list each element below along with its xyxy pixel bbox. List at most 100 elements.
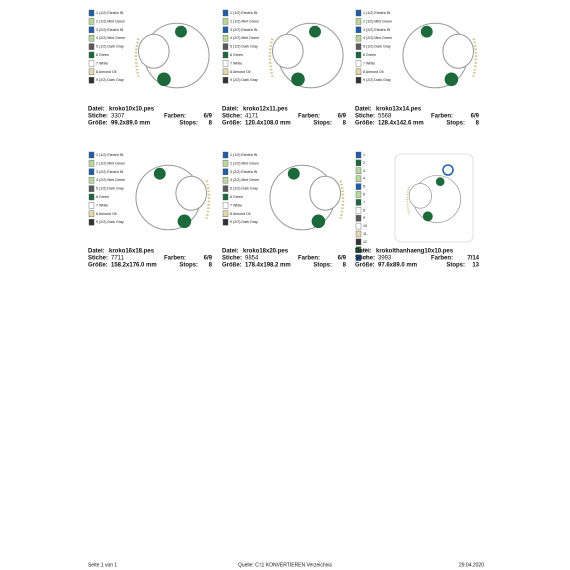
thread-swatch — [222, 26, 229, 33]
thread-swatch — [88, 151, 95, 159]
thread-label: 1 (1/2) Electric Bl — [96, 153, 124, 157]
croc-illustration — [406, 175, 462, 223]
thread-label: 1 (1/2) Electric Bl — [363, 11, 391, 15]
thread-label: 6 Green — [230, 195, 243, 199]
size-label: Größe: — [355, 121, 375, 127]
applique-outline — [394, 153, 474, 243]
thread-swatch — [355, 214, 362, 222]
thread-label: 4 (2/2) Mint Green — [230, 36, 259, 40]
thread-swatch — [88, 176, 95, 184]
thread-swatch — [222, 160, 229, 167]
eye — [157, 72, 171, 87]
stitches-label: Stiche: — [222, 256, 242, 262]
footer-date: 29.04.2020 — [459, 562, 484, 568]
size-value: 120.4x108.0 mm — [245, 121, 291, 127]
eye — [309, 25, 321, 38]
size-label: Größe: — [355, 263, 375, 269]
thread-label: 3 — [363, 169, 365, 173]
stops-value: 8 — [476, 121, 480, 127]
thread-swatch — [355, 230, 362, 238]
stitches-label: Stiche: — [355, 114, 375, 120]
eye — [177, 214, 192, 229]
stitches-label: Stiche: — [88, 114, 108, 120]
colors-label: Farben: — [298, 114, 320, 120]
scales — [406, 186, 411, 215]
head — [309, 175, 342, 211]
stops-value: 8 — [343, 121, 347, 127]
head — [408, 183, 432, 209]
thread-swatch — [355, 183, 362, 190]
eye — [435, 177, 445, 186]
stops-value: 8 — [209, 121, 213, 127]
thread-label: 7 White — [96, 203, 108, 207]
thread-swatch — [222, 151, 229, 159]
size-value: 178.4x198.2 mm — [245, 263, 291, 269]
thread-label: 11 — [363, 232, 367, 236]
thread-swatch — [88, 202, 95, 209]
thread-label: 4 (2/2) Mint Green — [363, 36, 392, 40]
thread-swatch — [355, 175, 362, 182]
file-name: kroko18x20.pes — [243, 249, 289, 255]
design-card: 1 (1/2) Electric Bl 2 (1/2) Mint Green 3 (… — [355, 9, 480, 127]
design-card: 1 (1/2) Electric Bl 2 (1/2) Mint Green 3 (… — [88, 151, 213, 269]
thread-label: 7 — [363, 200, 365, 204]
thread-swatch — [222, 218, 229, 226]
colors-value: 7/14 — [467, 256, 479, 262]
stops-label: Stops: — [179, 121, 198, 127]
thread-swatch — [88, 9, 95, 17]
thread-label: 8 Almond Oil — [363, 70, 384, 74]
thread-label: 2 (1/2) Mint Green — [96, 19, 125, 23]
thread-swatch — [355, 18, 362, 25]
thread-swatch — [222, 9, 229, 17]
thread-swatch — [88, 60, 95, 67]
stitches-label: Stiche: — [355, 256, 375, 262]
head — [137, 33, 170, 69]
thread-swatch — [355, 191, 362, 198]
size-label: Größe: — [88, 121, 108, 127]
thread-label: 3 (2/2) Electric Bl — [96, 170, 124, 174]
stops-label: Stops: — [446, 263, 465, 269]
size-value: 158.2x176.0 mm — [111, 263, 157, 269]
stitches-label: Stiche: — [88, 256, 108, 262]
thread-label: 5 — [363, 185, 365, 189]
footer-page: Seite 1 von 1 — [88, 562, 117, 568]
head — [442, 33, 475, 69]
thread-label: 4 — [363, 177, 365, 181]
thread-swatch — [88, 26, 95, 33]
footer-source: Quelle: C:\1 KONVERTIEREN Verzeichnis — [238, 562, 333, 568]
stops-label: Stops: — [313, 263, 332, 269]
thread-swatch — [88, 218, 95, 226]
thread-label: 2 — [363, 161, 365, 165]
thread-swatch — [355, 151, 362, 159]
thread-swatch — [88, 68, 95, 76]
eye — [311, 214, 326, 229]
thread-swatch — [88, 43, 95, 50]
thread-swatch — [355, 254, 362, 261]
croc-illustration — [134, 22, 210, 89]
size-value: 99.2x89.0 mm — [111, 121, 150, 127]
thread-swatch — [355, 199, 362, 206]
thread-label: 3 (2/2) Electric Bl — [230, 170, 258, 174]
thread-label: 9 (2/2) Dark Gray — [363, 78, 391, 82]
thread-swatch — [88, 18, 95, 25]
stops-value: 8 — [343, 263, 347, 269]
colors-label: Farben: — [164, 256, 186, 262]
thread-swatch — [355, 43, 362, 50]
thread-label: 6 Green — [96, 195, 109, 199]
thread-swatch — [88, 168, 95, 176]
stitches-value: 4171 — [245, 114, 259, 120]
thread-swatch — [355, 238, 362, 246]
croc-illustration — [402, 22, 478, 89]
thread-label: 7 White — [363, 61, 375, 65]
colors-label: Farben: — [164, 114, 186, 120]
thread-swatch — [355, 246, 362, 254]
thread-label: 5 (1/2) Dark Gray — [363, 45, 391, 49]
thread-swatch — [355, 9, 362, 17]
thread-swatch — [222, 185, 229, 192]
thread-label: 2 (1/2) Mint Green — [363, 19, 392, 23]
design-card: 1 (1/2) Electric Bl 2 (1/2) Mint Green 3 (… — [88, 9, 213, 127]
thread-label: 6 Green — [96, 53, 109, 57]
file-label: Datei: — [222, 249, 239, 255]
thread-swatch — [222, 43, 229, 50]
